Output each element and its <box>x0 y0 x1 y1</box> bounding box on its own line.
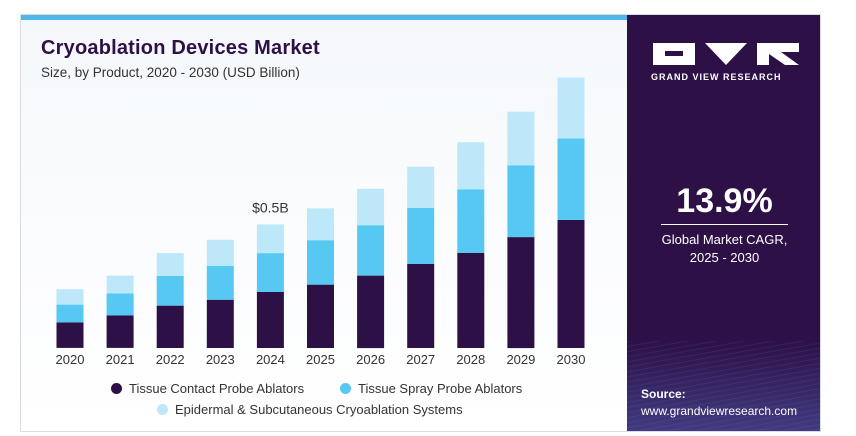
bar-tissue-spray-probe-ablators-2022 <box>156 275 184 306</box>
bar-epidermal-subcutaneous-cryoablation-systems-2020 <box>56 289 84 305</box>
bar-tissue-contact-probe-ablators-2025 <box>307 284 334 348</box>
bar-epidermal-subcutaneous-cryoablation-systems-2024 <box>256 224 284 254</box>
cagr-label-line1: Global Market CAGR, <box>661 232 788 247</box>
accent-bar <box>21 15 627 20</box>
bar-tissue-spray-probe-ablators-2026 <box>357 225 385 276</box>
bar-tissue-spray-probe-ablators-2025 <box>307 240 334 285</box>
legend-label-tissue-spray: Tissue Spray Probe Ablators <box>358 381 523 396</box>
bar-epidermal-subcutaneous-cryoablation-systems-2025 <box>307 208 334 241</box>
bar-tissue-contact-probe-ablators-2022 <box>156 305 184 348</box>
legend-swatch-tissue-spray <box>340 383 351 394</box>
cagr-value: 13.9% <box>676 182 773 220</box>
bar-tissue-spray-probe-ablators-2028 <box>457 189 485 253</box>
chart-title: Cryoablation Devices Market <box>41 37 320 59</box>
x-tick-label-2026: 2026 <box>356 352 385 367</box>
bar-tissue-contact-probe-ablators-2020 <box>56 322 84 348</box>
legend-swatch-epidermal <box>157 404 168 415</box>
bar-tissue-contact-probe-ablators-2021 <box>106 315 134 348</box>
x-tick-label-2023: 2023 <box>206 352 235 367</box>
sidebar-wave-decoration <box>627 341 820 431</box>
legend-item-epidermal: Epidermal & Subcutaneous Cryoablation Sy… <box>157 402 463 417</box>
x-tick-label-2029: 2029 <box>506 352 535 367</box>
bar-epidermal-subcutaneous-cryoablation-systems-2028 <box>457 142 485 190</box>
sidebar-panel: GRAND VIEW RESEARCH 13.9% Global Market … <box>627 15 820 431</box>
bar-tissue-contact-probe-ablators-2024 <box>256 292 284 348</box>
bar-tissue-contact-probe-ablators-2026 <box>357 275 385 349</box>
chart-subtitle: Size, by Product, 2020 - 2030 (USD Billi… <box>41 65 300 80</box>
legend-item-tissue-contact: Tissue Contact Probe Ablators <box>111 381 304 396</box>
bar-tissue-contact-probe-ablators-2030 <box>557 219 585 348</box>
cagr-divider <box>661 224 788 225</box>
source-url[interactable]: www.grandviewresearch.com <box>641 404 798 418</box>
bar-epidermal-subcutaneous-cryoablation-systems-2023 <box>206 239 234 266</box>
x-tick-label-2022: 2022 <box>156 352 185 367</box>
bar-tissue-spray-probe-ablators-2029 <box>507 165 535 238</box>
bar-tissue-spray-probe-ablators-2023 <box>206 265 234 300</box>
bar-tissue-contact-probe-ablators-2029 <box>507 237 535 349</box>
bar-epidermal-subcutaneous-cryoablation-systems-2022 <box>156 253 184 276</box>
bar-epidermal-subcutaneous-cryoablation-systems-2029 <box>507 111 535 166</box>
cagr-label: Global Market CAGR, 2025 - 2030 <box>627 231 820 267</box>
bar-epidermal-subcutaneous-cryoablation-systems-2026 <box>357 188 385 226</box>
legend-swatch-tissue-contact <box>111 383 122 394</box>
x-tick-label-2020: 2020 <box>56 352 85 367</box>
bar-epidermal-subcutaneous-cryoablation-systems-2027 <box>407 166 435 208</box>
chart-card: Cryoablation Devices Market Size, by Pro… <box>20 14 821 432</box>
bar-tissue-spray-probe-ablators-2021 <box>106 293 134 316</box>
x-tick-label-2027: 2027 <box>406 352 435 367</box>
x-tick-label-2021: 2021 <box>106 352 135 367</box>
legend-item-tissue-spray: Tissue Spray Probe Ablators <box>340 381 522 396</box>
bar-epidermal-subcutaneous-cryoablation-systems-2021 <box>106 275 134 294</box>
bar-tissue-spray-probe-ablators-2027 <box>407 208 435 264</box>
data-label-2024: $0.5B <box>252 199 289 215</box>
bar-tissue-contact-probe-ablators-2023 <box>206 299 234 348</box>
bar-tissue-spray-probe-ablators-2024 <box>256 253 284 292</box>
grand-view-research-logo <box>653 43 799 65</box>
x-tick-label-2025: 2025 <box>306 352 335 367</box>
legend-label-epidermal: Epidermal & Subcutaneous Cryoablation Sy… <box>175 402 463 417</box>
bar-epidermal-subcutaneous-cryoablation-systems-2030 <box>557 77 585 139</box>
legend-label-tissue-contact: Tissue Contact Probe Ablators <box>129 381 305 396</box>
x-tick-label-2030: 2030 <box>557 352 586 367</box>
x-tick-label-2024: 2024 <box>256 352 285 367</box>
bar-tissue-contact-probe-ablators-2027 <box>407 264 435 348</box>
bar-tissue-contact-probe-ablators-2028 <box>457 252 485 348</box>
cagr-label-line2: 2025 - 2030 <box>689 250 760 265</box>
bar-tissue-spray-probe-ablators-2020 <box>56 304 84 323</box>
x-tick-label-2028: 2028 <box>456 352 485 367</box>
bar-chart: 2020 2021 2022 2023 2024 $0.5B 2025 2026 2027 202… <box>56 77 586 367</box>
brand-name: GRAND VIEW RESEARCH <box>651 72 782 82</box>
source-label: Source: <box>641 387 686 401</box>
bar-tissue-spray-probe-ablators-2030 <box>557 138 585 220</box>
